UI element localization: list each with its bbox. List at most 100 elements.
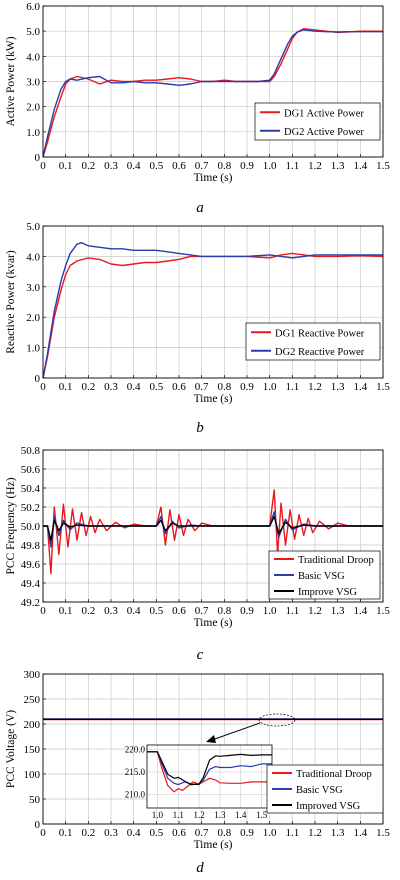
series-line xyxy=(43,515,383,541)
inset-chart: 1.0 1.1 1.2 1.3 1.4 1.5 210.0 215.0 220.0 xyxy=(125,745,273,820)
x-tick-label: 1.0 xyxy=(263,827,277,839)
y-tick-label: 4.0 xyxy=(26,51,40,63)
x-axis-label: Time (s) xyxy=(194,393,233,405)
x-tick-label: 1.3 xyxy=(331,605,345,617)
x-tick-label: 0.6 xyxy=(172,827,186,839)
x-tick-label: 0 xyxy=(40,381,46,393)
inset-series-line xyxy=(147,751,272,786)
y-tick-label: 50.4 xyxy=(21,483,41,495)
legend-box xyxy=(254,102,381,141)
y-tick-label: 3.0 xyxy=(26,77,40,89)
y-tick-label: 50.6 xyxy=(21,464,41,476)
x-tick-label: 0.2 xyxy=(81,160,95,172)
y-tick-label: 1.0 xyxy=(26,343,40,355)
x-tick-label: 1.1 xyxy=(285,827,299,839)
legend: Traditional Droop Basic VSG Improved VSG xyxy=(266,764,384,814)
x-tick-label: 1.1 xyxy=(285,381,299,393)
chart-panel-d: 0 0.1 0.2 0.3 0.4 0.5 0.6 0.7 0.8 0.9 1.0 1.1 1.2 1.3… xyxy=(5,669,390,876)
x-tick-label: 1.5 xyxy=(376,160,390,172)
y-tick-label: 250 xyxy=(24,694,41,706)
inset-x-tick-label: 1.5 xyxy=(256,810,268,820)
y-tick-label: 0 xyxy=(35,819,41,831)
x-tick-label: 1.0 xyxy=(263,381,277,393)
x-tick-label: 0.9 xyxy=(240,160,254,172)
y-tick-label: 5.0 xyxy=(26,26,40,38)
y-tick-label: 50 xyxy=(29,794,41,806)
x-tick-label: 0 xyxy=(40,827,46,839)
y-axis-label: Active Power (kW) xyxy=(5,36,17,126)
x-tick-label: 1.1 xyxy=(285,160,299,172)
y-tick-label: 3.0 xyxy=(26,282,40,294)
y-tick-label: 2.0 xyxy=(26,312,40,324)
x-tick-label: 1.5 xyxy=(376,381,390,393)
x-tick-label: 1.4 xyxy=(353,827,367,839)
x-tick-label: 0.7 xyxy=(195,605,209,617)
x-tick-label: 0.4 xyxy=(127,605,141,617)
panel-label: d xyxy=(196,860,204,876)
x-tick-label: 0.6 xyxy=(172,381,186,393)
x-tick-label: 0.3 xyxy=(104,827,118,839)
x-tick-label: 0.9 xyxy=(240,381,254,393)
x-axis-label: Time (s) xyxy=(194,839,233,851)
x-tick-label: 0 xyxy=(40,605,46,617)
y-tick-label: 49.4 xyxy=(21,578,41,590)
inset-x-tick-label: 1.0 xyxy=(152,810,164,820)
x-tick-label: 1.5 xyxy=(376,605,390,617)
inset-background xyxy=(147,745,272,808)
plot-frame xyxy=(42,5,384,158)
series-line xyxy=(42,29,383,158)
x-tick-label: 1.1 xyxy=(285,605,299,617)
x-tick-label: 0.2 xyxy=(81,827,95,839)
chart-panel-c: 0 0.1 0.2 0.3 0.4 0.5 0.6 0.7 0.8 0.9 1.0 1.1 1.2 1.3… xyxy=(5,445,390,663)
y-axis-label: PCC Frequency (Hz) xyxy=(5,477,17,574)
x-tick-label: 0.4 xyxy=(127,827,141,839)
inset-x-tick-label: 1.2 xyxy=(193,810,204,820)
x-tick-label: 1.4 xyxy=(353,381,367,393)
y-tick-label: 6.0 xyxy=(26,1,40,13)
series-line xyxy=(42,241,383,379)
inset-x-tick-label: 1.1 xyxy=(173,810,184,820)
y-tick-label: 49.8 xyxy=(21,540,41,552)
chart-panel-b: 0 0.1 0.2 0.3 0.4 0.5 0.6 0.7 0.8 0.9 1.0 1.1 1.2 1.3… xyxy=(5,221,390,436)
legend-entry: Basic VSG xyxy=(296,785,343,796)
x-tick-label: 0.4 xyxy=(127,160,141,172)
x-tick-label: 1.3 xyxy=(331,827,345,839)
chart-panel-a: 0 0.1 0.2 0.3 0.4 0.5 0.6 0.7 0.8 0.9 1.0 1.1 1.2 1.3… xyxy=(5,1,390,216)
y-tick-label: 50.0 xyxy=(21,521,41,533)
legend-entry: Improve VSG xyxy=(298,587,357,598)
x-tick-label: 0.1 xyxy=(59,381,73,393)
x-tick-label: 0.1 xyxy=(59,160,73,172)
x-tick-label: 1.2 xyxy=(308,605,322,617)
x-tick-label: 1.4 xyxy=(353,160,367,172)
y-axis-label: PCC Voltage (V) xyxy=(5,710,17,788)
y-tick-label: 50.2 xyxy=(21,502,40,514)
x-tick-label: 0.7 xyxy=(195,381,209,393)
x-tick-label: 1.2 xyxy=(308,160,322,172)
inset-y-tick-label: 220.0 xyxy=(125,745,146,755)
x-tick-label: 0.5 xyxy=(149,160,163,172)
plot-frame xyxy=(42,449,384,603)
y-tick-label: 5.0 xyxy=(26,221,40,233)
x-tick-label: 0.5 xyxy=(149,827,163,839)
x-tick-label: 0.3 xyxy=(104,160,118,172)
y-tick-label: 4.0 xyxy=(26,251,40,263)
series-line xyxy=(43,511,383,548)
panel-label: a xyxy=(196,200,204,216)
x-tick-label: 1.0 xyxy=(263,160,277,172)
y-tick-label: 2.0 xyxy=(26,102,40,114)
zoom-arrowhead xyxy=(206,735,216,743)
x-tick-label: 0.8 xyxy=(217,605,231,617)
x-tick-label: 1.5 xyxy=(376,827,390,839)
x-tick-label: 0.8 xyxy=(217,381,231,393)
y-tick-label: 100 xyxy=(24,769,41,781)
x-tick-label: 0.8 xyxy=(217,827,231,839)
legend: DG1 Active Power DG2 Active Power xyxy=(254,102,381,141)
x-tick-label: 0.9 xyxy=(240,827,254,839)
legend-entry: DG2 Reactive Power xyxy=(275,347,365,358)
legend-entry: DG2 Active Power xyxy=(284,127,364,138)
x-axis-label: Time (s) xyxy=(194,617,233,629)
series-line xyxy=(42,252,384,379)
legend: Traditional Droop Basic VSG Improve VSG xyxy=(268,550,381,600)
legend-box xyxy=(245,322,381,361)
